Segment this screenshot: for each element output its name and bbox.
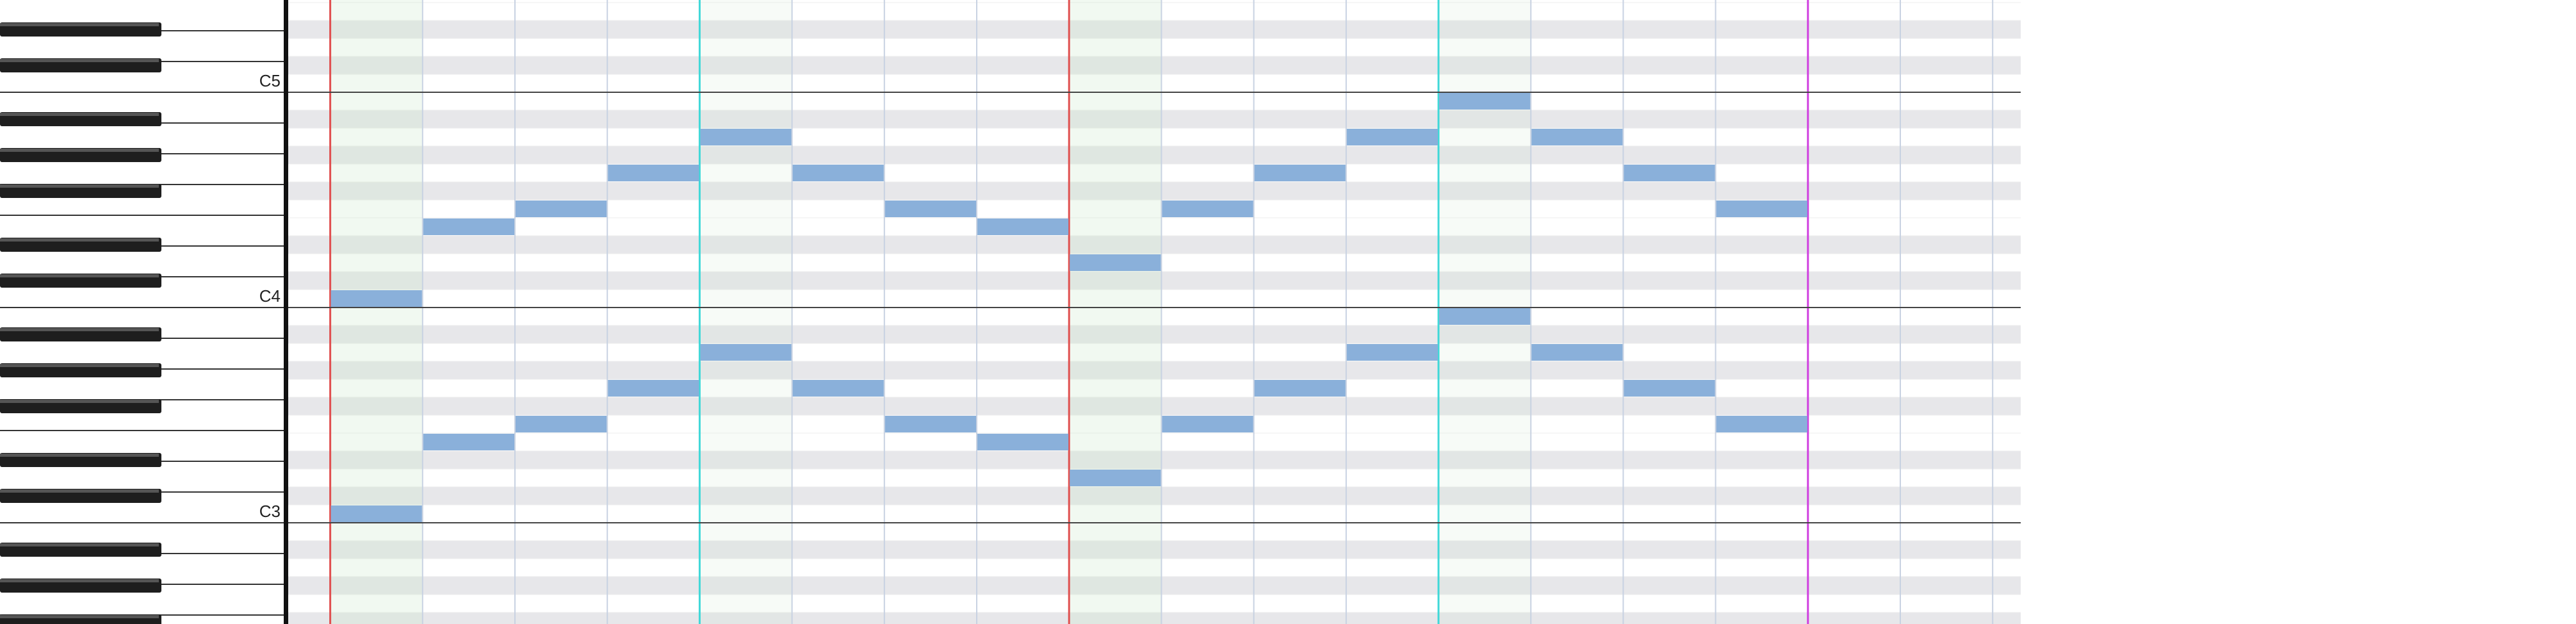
note[interactable] xyxy=(1716,201,1807,217)
column-tint xyxy=(699,0,792,624)
note[interactable] xyxy=(1346,344,1438,361)
note[interactable] xyxy=(423,434,514,450)
grid-row xyxy=(288,397,2021,415)
grid-row xyxy=(288,0,2021,3)
note[interactable] xyxy=(608,165,699,181)
note[interactable] xyxy=(516,201,607,217)
note[interactable] xyxy=(792,165,884,181)
black-key-shine xyxy=(0,185,159,188)
grid-row xyxy=(288,559,2021,577)
note[interactable] xyxy=(977,218,1069,235)
grid-row xyxy=(288,379,2021,397)
black-key-shine xyxy=(0,59,159,62)
note[interactable] xyxy=(1254,380,1346,397)
black-key-shine xyxy=(0,113,159,116)
note[interactable] xyxy=(1162,416,1253,432)
black-key-shine xyxy=(0,274,159,277)
grid-row xyxy=(288,218,2021,236)
note[interactable] xyxy=(516,416,607,432)
grid-row xyxy=(288,577,2021,595)
black-key-shine xyxy=(0,543,159,546)
column-tint xyxy=(330,0,423,624)
note[interactable] xyxy=(1162,201,1253,217)
grid-row xyxy=(288,325,2021,343)
note[interactable] xyxy=(423,218,514,235)
grid-row xyxy=(288,21,2021,38)
note[interactable] xyxy=(1624,380,1715,397)
black-key-shine xyxy=(0,23,159,26)
note[interactable] xyxy=(1531,129,1623,145)
note[interactable] xyxy=(1439,93,1531,110)
grid-row xyxy=(288,272,2021,290)
grid-row xyxy=(288,505,2021,523)
grid-row xyxy=(288,164,2021,182)
black-key-shine xyxy=(0,328,159,331)
grid-row xyxy=(288,3,2021,21)
black-key-shine xyxy=(0,149,159,152)
grid-row xyxy=(288,182,2021,200)
black-key-shine xyxy=(0,364,159,367)
grid-row xyxy=(288,487,2021,505)
note[interactable] xyxy=(1624,165,1715,181)
black-key-shine xyxy=(0,579,159,582)
grid-row xyxy=(288,146,2021,164)
note[interactable] xyxy=(1716,416,1807,432)
black-key-shine xyxy=(0,400,159,403)
black-key-shine xyxy=(0,454,159,457)
octave-label: C5 xyxy=(259,71,281,90)
grid-row xyxy=(288,308,2021,325)
note[interactable] xyxy=(977,434,1069,450)
grid-row xyxy=(288,433,2021,451)
grid-row xyxy=(288,612,2021,624)
note[interactable] xyxy=(700,129,792,145)
grid-row xyxy=(288,451,2021,469)
note[interactable] xyxy=(884,201,976,217)
column-tint xyxy=(1069,0,1162,624)
grid-row xyxy=(288,128,2021,146)
note[interactable] xyxy=(1346,129,1438,145)
keyboard: C5 C4 C3 xyxy=(0,0,284,624)
note[interactable] xyxy=(330,505,422,522)
note-grid xyxy=(288,0,2021,624)
grid-row xyxy=(288,523,2021,541)
octave-label: C4 xyxy=(259,286,281,306)
black-key-shine xyxy=(0,615,159,618)
grid-row xyxy=(288,92,2021,110)
note[interactable] xyxy=(1439,308,1531,325)
note[interactable] xyxy=(884,416,976,432)
grid-row xyxy=(288,290,2021,308)
grid-row xyxy=(288,236,2021,254)
grid-row xyxy=(288,361,2021,379)
note[interactable] xyxy=(792,380,884,397)
grid-row xyxy=(288,56,2021,74)
note[interactable] xyxy=(1070,470,1161,486)
note[interactable] xyxy=(1254,165,1346,181)
grid-row xyxy=(288,595,2021,612)
grid-row xyxy=(288,343,2021,361)
note[interactable] xyxy=(1531,344,1623,361)
grid-row xyxy=(288,110,2021,128)
grid-row xyxy=(288,541,2021,559)
black-key-shine xyxy=(0,238,159,242)
black-key-shine xyxy=(0,489,159,493)
grid-row xyxy=(288,74,2021,92)
note[interactable] xyxy=(330,290,422,307)
note[interactable] xyxy=(1070,254,1161,271)
note[interactable] xyxy=(608,380,699,397)
note[interactable] xyxy=(700,344,792,361)
keyboard-edge xyxy=(284,0,288,624)
grid-row xyxy=(288,38,2021,56)
keyboard-bg xyxy=(0,0,284,624)
octave-label: C3 xyxy=(259,502,281,521)
